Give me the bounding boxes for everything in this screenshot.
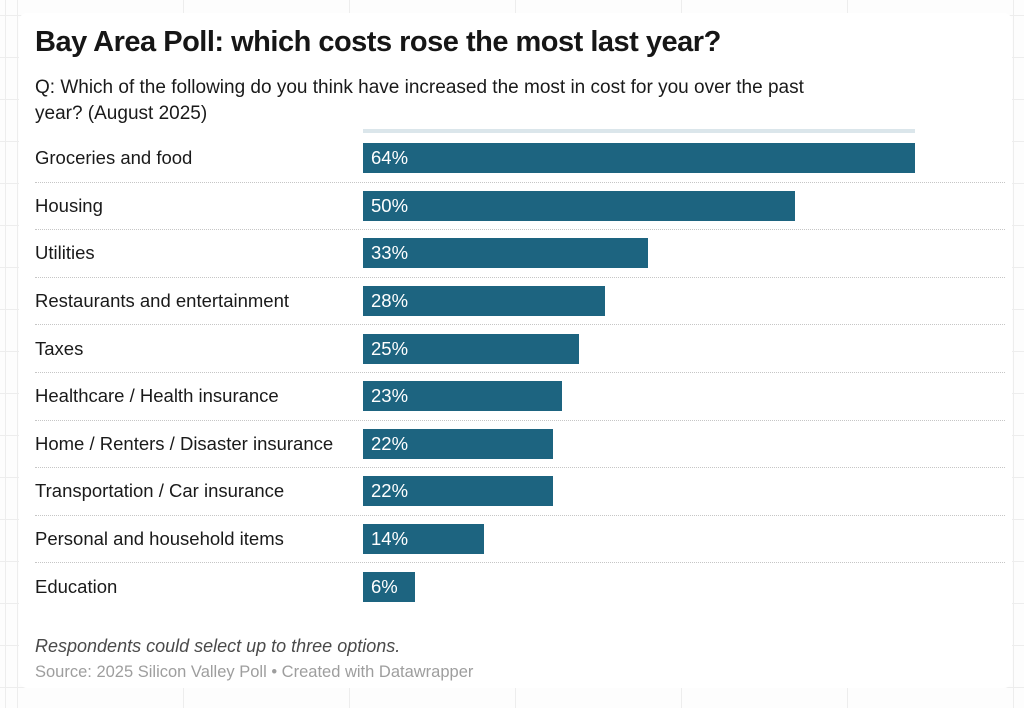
chart-row: Transportation / Car insurance 22% [35, 468, 1005, 516]
bar-track: 22% [363, 428, 1005, 459]
value-label: 22% [371, 432, 409, 454]
bar-track: 50% [363, 190, 1005, 221]
bar: 28% [363, 286, 605, 317]
bar-track: 6% [363, 572, 1005, 603]
value-label: 22% [371, 480, 409, 502]
value-label: 28% [371, 290, 409, 312]
category-label: Healthcare / Health insurance [35, 385, 279, 407]
chart-row: Restaurants and entertainment 28% [35, 278, 1005, 326]
value-label: 25% [371, 337, 409, 359]
chart-subtitle: Q: Which of the following do you think h… [35, 77, 804, 124]
chart-row: Taxes 25% [35, 325, 1005, 373]
category-label: Utilities [35, 242, 95, 264]
value-label: 33% [371, 242, 409, 264]
bar-track: 25% [363, 333, 1005, 364]
bar: 22% [363, 428, 553, 459]
bar: 23% [363, 381, 562, 412]
bar-track: 22% [363, 476, 1005, 507]
value-label: 6% [371, 576, 398, 598]
category-label: Personal and household items [35, 528, 284, 550]
chart-row: Groceries and food 64% [35, 135, 1005, 183]
bar-track: 33% [363, 238, 1005, 269]
chart-footnote: Respondents could select up to three opt… [35, 635, 401, 656]
category-label: Groceries and food [35, 147, 193, 169]
value-label: 23% [371, 385, 409, 407]
bar: 33% [363, 238, 648, 269]
category-label: Taxes [35, 337, 84, 359]
value-label: 50% [371, 194, 409, 216]
bar-track: 28% [363, 286, 1005, 317]
chart-row: Healthcare / Health insurance 23% [35, 373, 1005, 421]
bar: 50% [363, 190, 795, 221]
bar-track: 64% [363, 143, 1005, 174]
category-label: Education [35, 576, 118, 598]
bar-track: 23% [363, 381, 1005, 412]
category-label: Restaurants and entertainment [35, 290, 290, 312]
chart-card: Bay Area Poll: which costs rose the most… [19, 13, 1012, 688]
chart-row: Personal and household items 14% [35, 516, 1005, 564]
bar-top-artifact [363, 129, 916, 133]
bar-chart: Groceries and food 64% Housing 50% Utilities… [35, 129, 1005, 611]
chart-row: Education 6% [35, 563, 1005, 611]
chart-title: Bay Area Poll: which costs rose the most… [35, 26, 721, 58]
category-label: Transportation / Car insurance [35, 480, 285, 502]
bar: 6% [363, 572, 415, 603]
bar: 64% [363, 143, 916, 174]
chart-row: Home / Renters / Disaster insurance 22% [35, 421, 1005, 469]
chart-source: Source: 2025 Silicon Valley Poll • Creat… [35, 662, 474, 681]
category-label: Housing [35, 194, 103, 216]
chart-row: Housing 50% [35, 183, 1005, 231]
bar: 22% [363, 476, 553, 507]
bar: 14% [363, 524, 484, 555]
value-label: 14% [371, 528, 409, 550]
bar-track: 14% [363, 524, 1005, 555]
category-label: Home / Renters / Disaster insurance [35, 432, 334, 454]
bar: 25% [363, 333, 579, 364]
value-label: 64% [371, 147, 409, 169]
chart-row: Utilities 33% [35, 230, 1005, 278]
